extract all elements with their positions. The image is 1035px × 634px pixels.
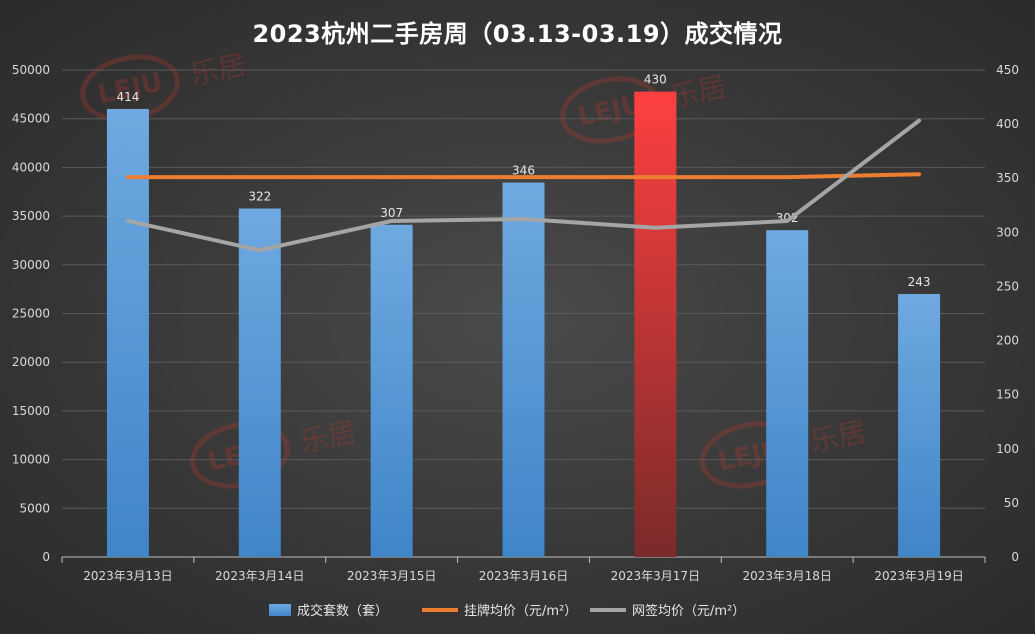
y-left-tick-label: 40000	[12, 160, 50, 174]
bar-data-label: 243	[908, 275, 931, 289]
y-right-tick-label: 200	[996, 334, 1019, 348]
y-left-tick-label: 5000	[19, 501, 50, 515]
y-left-tick-label: 30000	[12, 258, 50, 272]
signed-price-line	[125, 118, 922, 253]
y-left-tick-label: 15000	[12, 404, 50, 418]
y-right-tick-label: 50	[1004, 496, 1019, 510]
legend-label: 网签均价（元/m²）	[632, 603, 745, 619]
legend-swatch-bar	[269, 604, 291, 616]
x-tick-label: 2023年3月14日	[215, 569, 304, 583]
x-tick-label: 2023年3月15日	[347, 569, 436, 583]
x-tick-label: 2023年3月13日	[83, 569, 172, 583]
y-right-tick-label: 250	[996, 279, 1019, 293]
bar	[634, 91, 677, 558]
y-left-tick-label: 35000	[12, 209, 50, 223]
y-left-tick-label: 50000	[12, 63, 50, 77]
legend-label: 挂牌均价（元/m²）	[464, 603, 577, 619]
y-right-tick-label: 150	[996, 388, 1019, 402]
y-right-tick-label: 300	[996, 225, 1019, 239]
bar	[238, 208, 281, 557]
x-tick-label: 2023年3月16日	[479, 569, 568, 583]
bar	[502, 182, 545, 557]
watermark-text: 乐居	[667, 70, 729, 114]
bar-data-label: 430	[644, 73, 667, 87]
bar-data-label: 322	[248, 190, 271, 204]
x-tick-label: 2023年3月18日	[742, 569, 831, 583]
watermark-text: 乐居	[807, 415, 869, 459]
bar	[766, 230, 809, 557]
y-right-tick-label: 100	[996, 442, 1019, 456]
watermark-text: 乐居	[297, 415, 359, 459]
y-left-tick-label: 0	[42, 550, 50, 564]
chart-title: 2023杭州二手房周（03.13-03.19）成交情况	[252, 20, 783, 48]
y-right-tick-label: 450	[996, 63, 1019, 77]
y-left-tick-label: 25000	[12, 307, 50, 321]
y-right-tick-label: 400	[996, 117, 1019, 131]
y-right-tick-label: 350	[996, 171, 1019, 185]
legend-label: 成交套数（套）	[297, 603, 388, 619]
bar-data-label: 346	[512, 164, 535, 178]
y-left-tick-label: 20000	[12, 355, 50, 369]
bar	[370, 224, 413, 557]
listing-price-line	[125, 172, 922, 180]
x-tick-label: 2023年3月17日	[611, 569, 700, 583]
y-left-tick-label: 45000	[12, 112, 50, 126]
bar-data-label: 414	[116, 90, 139, 104]
bar	[898, 294, 941, 557]
bar-data-label: 307	[380, 206, 403, 220]
bar	[106, 108, 149, 558]
y-left-tick-label: 10000	[12, 453, 50, 467]
y-right-tick-label: 0	[1011, 550, 1019, 564]
x-tick-label: 2023年3月19日	[874, 569, 963, 583]
